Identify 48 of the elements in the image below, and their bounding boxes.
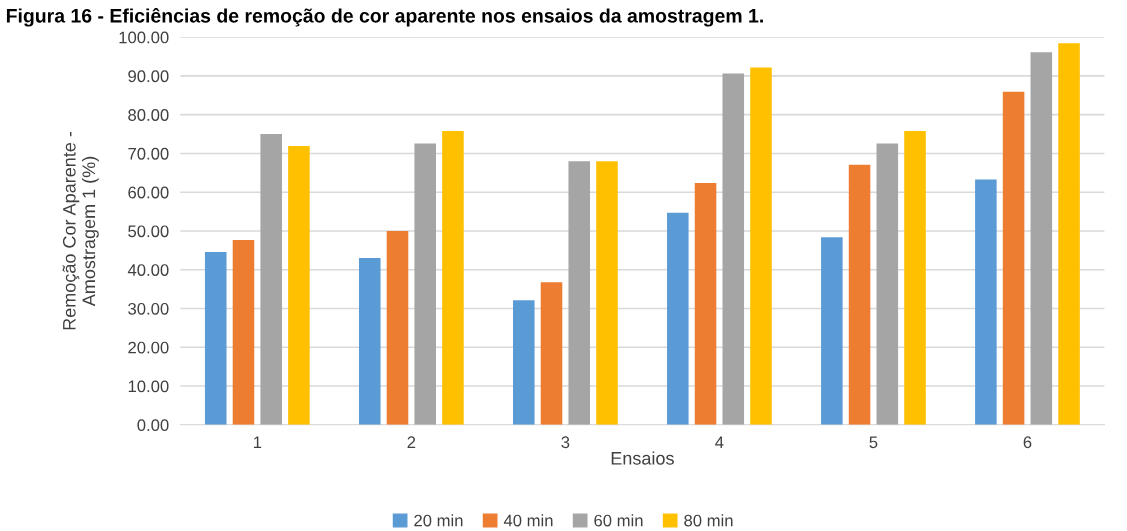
- legend-label: 40 min: [503, 514, 553, 527]
- bar: [667, 212, 689, 425]
- y-tick-label: 90.00: [128, 70, 169, 83]
- bar: [288, 146, 310, 425]
- bar: [513, 300, 535, 425]
- bar: [540, 282, 563, 425]
- bar: [1002, 91, 1025, 425]
- y-tick-label: 30.00: [128, 302, 169, 315]
- legend-label: 60 min: [594, 514, 643, 527]
- bar: [596, 161, 618, 425]
- legend-label: 80 min: [684, 514, 733, 527]
- x-tick-label: 4: [715, 436, 724, 448]
- y-tick-label: 0.00: [137, 419, 169, 431]
- y-tick-label: 10.00: [128, 380, 169, 393]
- y-tick-label: 100.00: [119, 31, 169, 44]
- x-axis-title: Ensaios: [611, 451, 674, 465]
- bar: [386, 230, 409, 425]
- x-tick-label: 1: [253, 436, 262, 448]
- bar: [750, 67, 772, 425]
- bar: [904, 130, 926, 425]
- y-tick-label: 60.00: [128, 186, 169, 199]
- bar: [204, 251, 227, 425]
- bar: [821, 237, 843, 425]
- bar: [722, 73, 745, 425]
- y-tick-label: 80.00: [128, 109, 169, 121]
- chart-title: Figura 16 - Eficiências de remoção de cor aparente nos ensaios da amostragem 1.: [6, 7, 763, 27]
- y-tick-label: 50.00: [128, 225, 169, 238]
- bar: [694, 182, 717, 425]
- bar: [876, 143, 899, 425]
- bar: [358, 258, 381, 425]
- bar: [1058, 43, 1080, 425]
- legend-label: 20 min: [414, 514, 463, 527]
- y-tick-label: 70.00: [128, 147, 169, 160]
- bar: [568, 161, 591, 425]
- y-axis-title: Remoção Cor Aparente - Amostragem 1 (%): [62, 131, 99, 330]
- x-tick-label: 6: [1023, 436, 1032, 449]
- y-tick-label: 40.00: [127, 264, 169, 276]
- x-tick-label: 5: [869, 436, 878, 449]
- bar: [232, 239, 255, 425]
- y-tick-label: 20.00: [128, 341, 169, 354]
- bar: [848, 164, 871, 425]
- bar: [975, 179, 997, 425]
- bar: [442, 130, 464, 425]
- bar: [1030, 52, 1053, 425]
- bar: [260, 134, 282, 425]
- x-tick-label: 3: [561, 436, 570, 449]
- x-tick-label: 2: [407, 436, 416, 448]
- bar: [414, 143, 436, 425]
